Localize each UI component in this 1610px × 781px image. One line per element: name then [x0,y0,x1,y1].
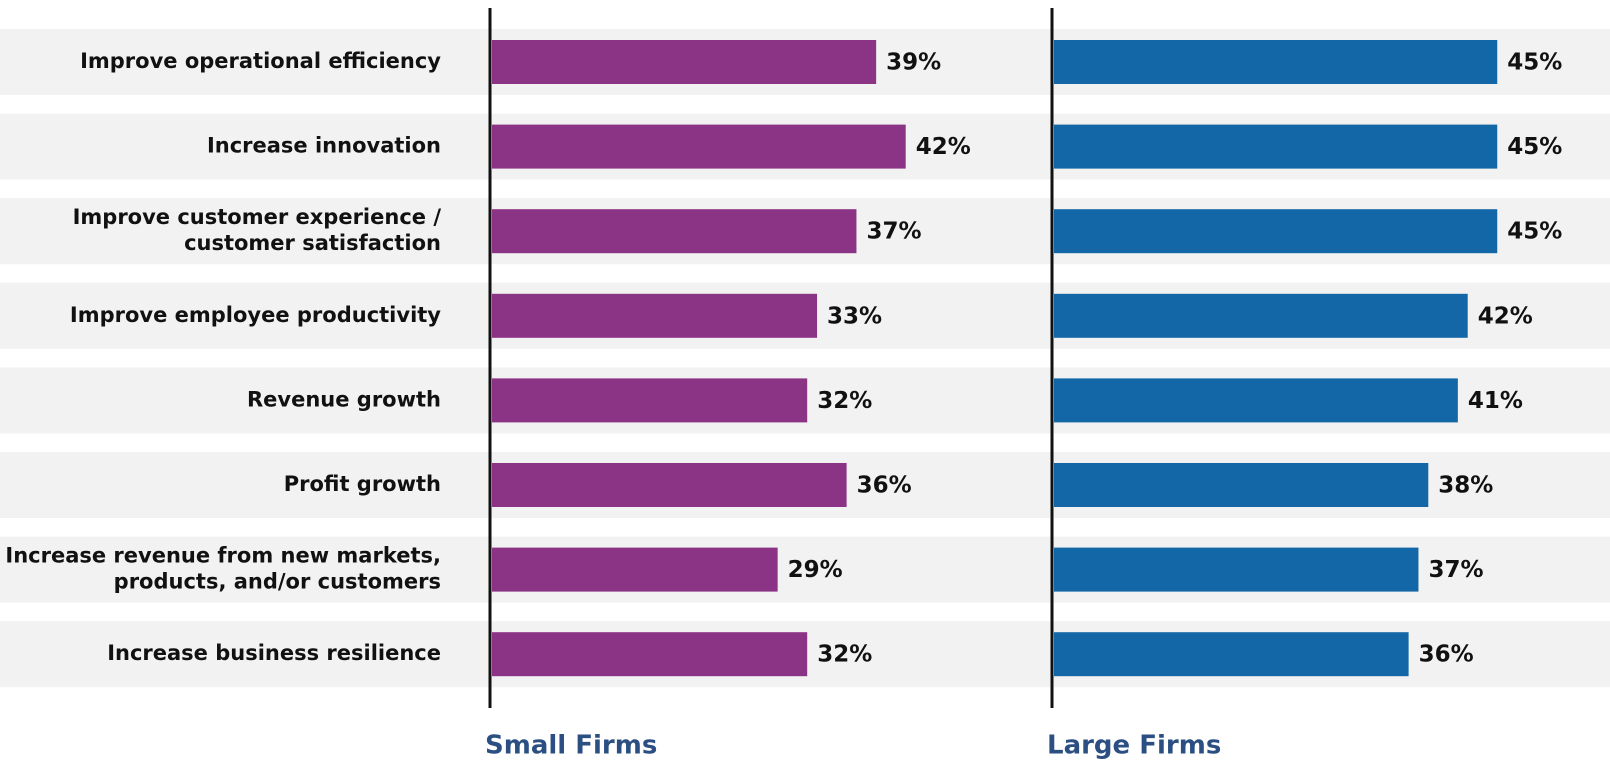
bar [492,293,818,338]
category-label: Increase revenue from new markets, produc… [5,544,441,594]
category-label: Improve operational efficiency [80,49,441,73]
bar [1054,40,1498,84]
bar [492,124,906,169]
value-label: 29% [788,557,843,583]
category-label: Increase innovation [207,134,441,158]
value-label: 33% [827,303,882,329]
value-label: 42% [1478,303,1533,329]
value-label: 36% [1419,642,1474,668]
value-label: 36% [857,473,912,499]
bar [492,463,847,507]
bar [1054,378,1458,423]
bar [1054,124,1498,169]
bar [1054,547,1419,592]
category-label: Profit growth [284,472,441,496]
value-label: 37% [866,219,921,245]
bar [1054,209,1498,254]
bar [492,547,778,592]
bar [492,209,857,254]
category-label: Improve employee productivity [70,303,441,327]
bar [1054,463,1429,507]
bar [492,378,808,423]
category-label: Revenue growth [247,387,441,411]
value-label: 39% [886,50,941,76]
bar [1054,632,1409,677]
value-label: 41% [1468,388,1523,414]
value-label: 38% [1438,473,1493,499]
value-label: 45% [1507,219,1562,245]
panel-title: Small Firms [485,731,657,761]
category-label: Increase business resilience [107,641,441,665]
value-label: 32% [817,642,872,668]
value-label: 45% [1507,50,1562,76]
panel-title: Large Firms [1047,731,1221,761]
value-label: 37% [1428,557,1483,583]
bar [1054,293,1468,338]
value-label: 42% [916,134,971,160]
value-label: 45% [1507,134,1562,160]
category-label: Improve customer experience / customer sa… [73,205,442,255]
bar [492,40,877,84]
bar [492,632,808,677]
value-label: 32% [817,388,872,414]
